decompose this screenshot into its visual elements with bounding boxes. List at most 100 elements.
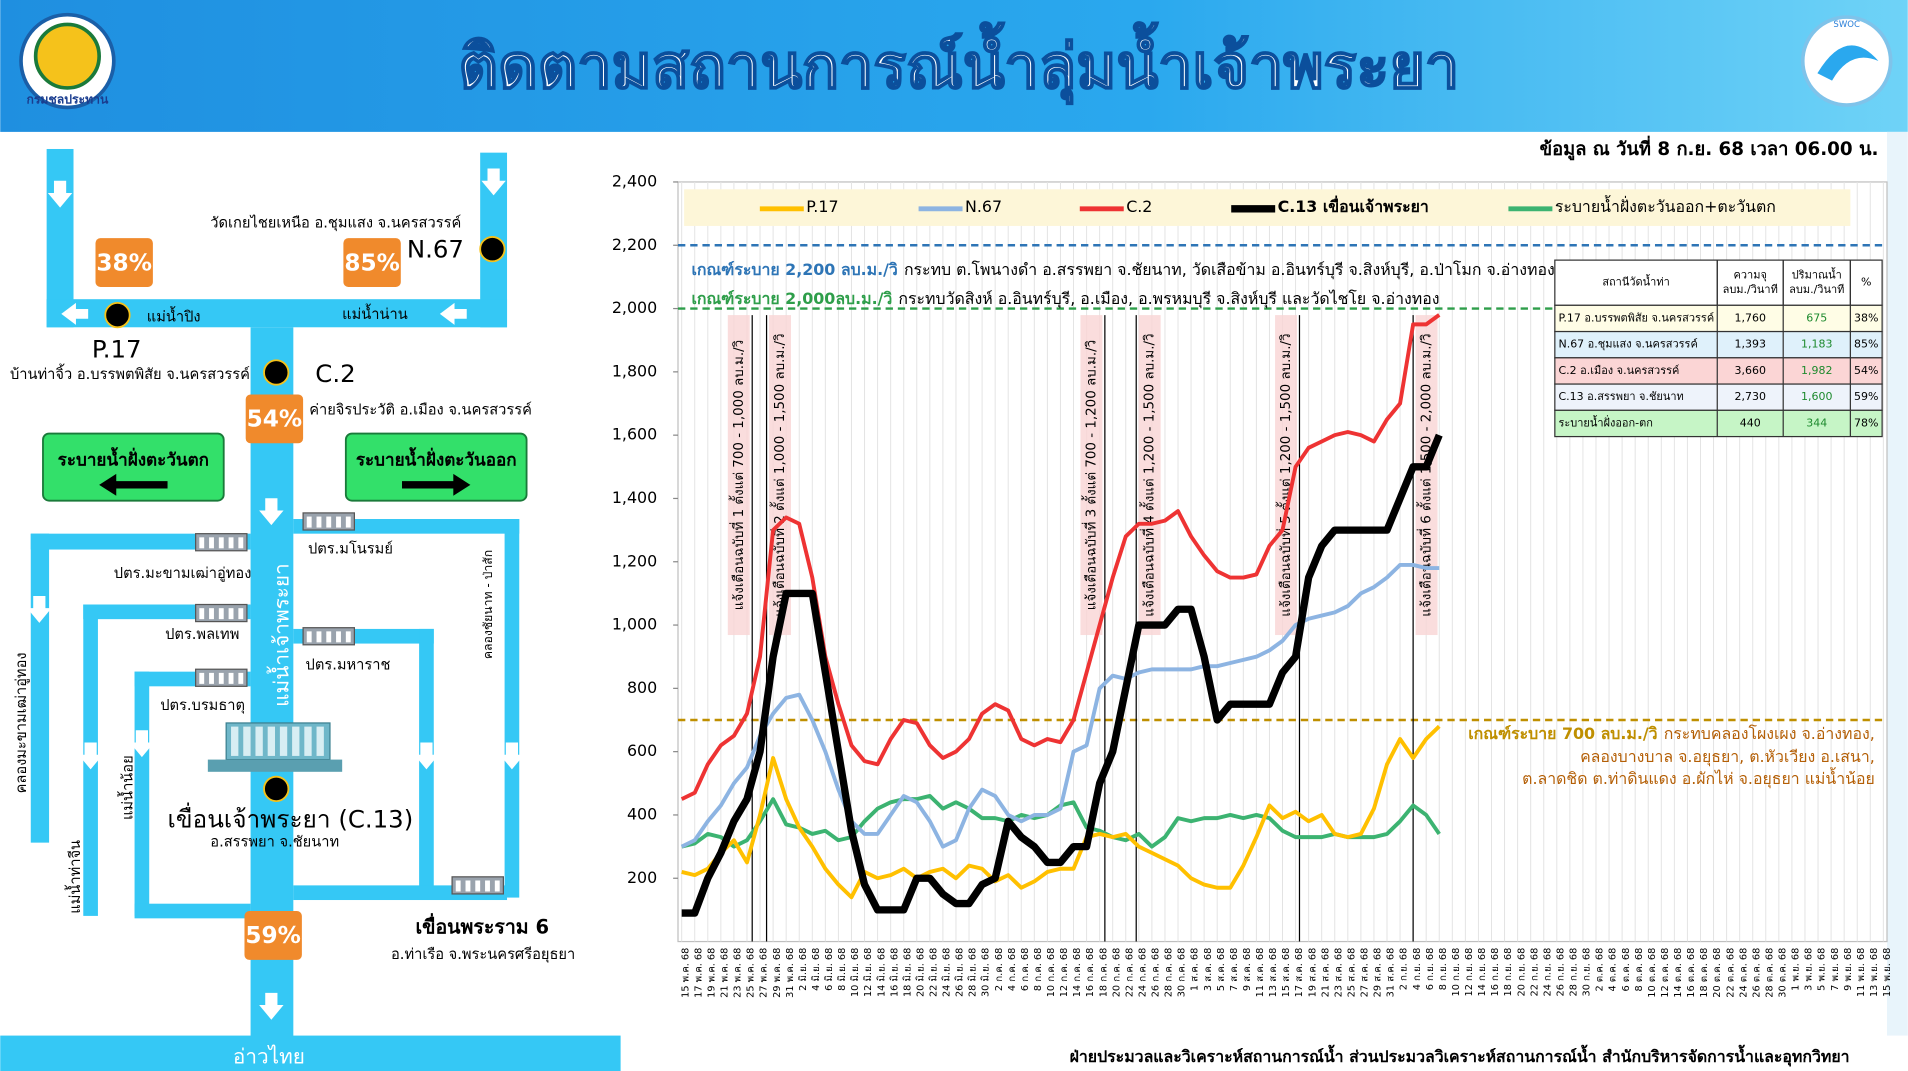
gate-slot bbox=[228, 537, 234, 549]
x-tick-label: 24 มิ.ย. 68 bbox=[942, 948, 953, 997]
warning-band bbox=[1415, 315, 1438, 636]
diagram-label: แม่น้ำน้อย bbox=[116, 755, 136, 820]
x-tick-label: 27 ส.ค. 68 bbox=[1360, 948, 1371, 998]
x-tick-label: 13 พ.ย. 68 bbox=[1869, 948, 1880, 997]
flow-arrow bbox=[78, 742, 103, 770]
flow-arrow bbox=[414, 742, 439, 770]
right-edge bbox=[1887, 131, 1908, 1036]
warning-label: แจ้งเตือนฉบับที่ 3 ตั้งแต่ 700 - 1,200 ล… bbox=[1080, 340, 1099, 610]
x-tick-label: 24 ก.ย. 68 bbox=[1542, 948, 1553, 997]
x-tick-label: 4 ต.ค. 68 bbox=[1608, 948, 1619, 992]
series-line bbox=[681, 724, 1441, 900]
table-header-cell: ลบม./วินาที bbox=[1723, 283, 1778, 296]
x-tick-label: 14 ก.ย. 68 bbox=[1477, 948, 1488, 997]
x-tick-label: 26 มิ.ย. 68 bbox=[955, 948, 966, 997]
x-tick-label: 23 พ.ค. 68 bbox=[733, 948, 744, 998]
x-tick-label: 4 ก.ค. 68 bbox=[1007, 948, 1018, 991]
x-tick-label: 28 ก.ย. 68 bbox=[1569, 948, 1580, 997]
x-tick-label: 11 พ.ย. 68 bbox=[1856, 948, 1867, 997]
x-tick-label: 13 ส.ค. 68 bbox=[1268, 948, 1279, 998]
reference-label: เกณฑ์ระบาย 700 ลบ.ม./วิ bbox=[1468, 723, 1657, 742]
y-tick-label: 1,800 bbox=[612, 361, 657, 380]
river-channel bbox=[134, 671, 150, 916]
x-tick-label: 4 มิ.ย. 68 bbox=[811, 948, 822, 991]
x-tick-label: 10 ก.ย. 68 bbox=[1451, 948, 1462, 997]
percent-badge bbox=[245, 394, 304, 444]
dam-gate bbox=[267, 726, 276, 756]
x-tick-label: 3 พ.ย. 68 bbox=[1804, 948, 1815, 991]
x-tick-label: 12 ก.ย. 68 bbox=[1464, 948, 1475, 997]
legend-label: P.17 bbox=[806, 197, 838, 216]
page-title: ติดตามสถานการณ์น้ำลุ่มน้ำเจ้าพระยา bbox=[458, 21, 1459, 104]
y-tick-label: 2,200 bbox=[612, 235, 657, 254]
diagram-label: P.17 bbox=[92, 334, 142, 363]
x-tick-label: 8 ก.ย. 68 bbox=[1438, 948, 1449, 991]
x-tick-label: 11 ส.ค. 68 bbox=[1255, 948, 1266, 998]
x-tick-label: 19 ส.ค. 68 bbox=[1307, 948, 1318, 998]
right-logo-wave bbox=[1817, 45, 1879, 81]
x-tick-label: 6 ต.ค. 68 bbox=[1621, 948, 1632, 992]
x-tick-label: 26 ก.ค. 68 bbox=[1151, 948, 1162, 998]
reference-note: กระทบวัดสิงห์ อ.อินทร์บุรี, อ.เมือง, อ.พ… bbox=[898, 289, 1439, 309]
warning-band bbox=[1138, 315, 1161, 636]
x-tick-label: 7 พ.ย. 68 bbox=[1830, 948, 1841, 991]
diagram-label: N.67 bbox=[407, 234, 464, 263]
station-dot bbox=[263, 359, 290, 386]
warning-band bbox=[1275, 315, 1298, 636]
x-tick-label: 22 มิ.ย. 68 bbox=[929, 948, 940, 997]
x-tick-label: 26 ต.ค. 68 bbox=[1751, 948, 1762, 998]
x-tick-label: 30 ก.ค. 68 bbox=[1177, 948, 1188, 998]
gate-slot bbox=[238, 672, 244, 684]
table-header-cell: ความจุ bbox=[1734, 268, 1767, 281]
gate-slot bbox=[494, 880, 500, 892]
x-tick-label: 8 ต.ค. 68 bbox=[1634, 948, 1645, 992]
diagram-label: แม่น้ำเจ้าพระยา bbox=[266, 563, 293, 707]
gate-slot bbox=[475, 880, 481, 892]
x-tick-label: 16 ก.ค. 68 bbox=[1085, 948, 1096, 998]
flow-arrow bbox=[481, 168, 506, 196]
river-channel bbox=[46, 148, 74, 328]
river-channel bbox=[30, 533, 50, 843]
reference-annotation: คลองบางบาล จ.อยุธยา, ต.หัวเวียง อ.เสนา, bbox=[1580, 747, 1875, 767]
station-dot bbox=[104, 301, 131, 329]
legend-label: N.67 bbox=[965, 197, 1002, 216]
x-tick-label: 30 ต.ค. 68 bbox=[1778, 948, 1789, 998]
flow-arrow bbox=[259, 992, 284, 1020]
x-tick-label: 20 มิ.ย. 68 bbox=[915, 948, 926, 997]
x-tick-label: 16 ต.ค. 68 bbox=[1686, 948, 1697, 998]
x-tick-label: 27 พ.ค. 68 bbox=[759, 948, 770, 998]
table-cell: 675 bbox=[1806, 311, 1827, 324]
dam-gate bbox=[279, 726, 288, 756]
x-tick-label: 6 มิ.ย. 68 bbox=[824, 948, 835, 991]
series-line bbox=[680, 313, 1441, 801]
gate-slot bbox=[306, 631, 312, 643]
x-tick-label: 16 ก.ย. 68 bbox=[1490, 948, 1501, 997]
y-tick-label: 1,400 bbox=[612, 488, 657, 507]
diagram-label: อ.ท่าเรือ จ.พระนครศรีอยุธยา bbox=[391, 946, 575, 963]
flow-arrow bbox=[439, 302, 467, 325]
table-cell: 344 bbox=[1806, 416, 1827, 429]
x-tick-label: 31 ส.ค. 68 bbox=[1386, 948, 1397, 998]
x-tick-label: 1 ส.ค. 68 bbox=[1190, 948, 1201, 991]
station-dot bbox=[263, 775, 290, 803]
x-tick-label: 25 พ.ค. 68 bbox=[746, 948, 757, 998]
warning-label: แจ้งเตือนฉบับที่ 1 ตั้งแต่ 700 - 1,000 ล… bbox=[728, 340, 747, 610]
dam-gate bbox=[243, 726, 251, 756]
table-cell: 2,730 bbox=[1735, 390, 1766, 403]
y-tick-label: 1,200 bbox=[612, 551, 657, 570]
x-tick-label: 2 ต.ค. 68 bbox=[1595, 948, 1606, 992]
x-tick-label: 10 ต.ค. 68 bbox=[1647, 948, 1658, 998]
river-channel bbox=[0, 1035, 621, 1071]
river-channel bbox=[504, 519, 520, 898]
x-tick-label: 20 ก.ค. 68 bbox=[1111, 948, 1122, 998]
release-box-label: ระบายน้ำฝั่งตะวันตก bbox=[58, 446, 209, 470]
gate-slot bbox=[209, 537, 214, 549]
gate-slot bbox=[218, 608, 224, 620]
gate-slot bbox=[336, 516, 341, 528]
table-cell: 85% bbox=[1854, 338, 1878, 351]
gate-slot bbox=[336, 631, 341, 643]
gate-slot bbox=[218, 537, 224, 549]
dam-gate bbox=[255, 726, 263, 756]
x-tick-label: 10 มิ.ย. 68 bbox=[850, 948, 861, 997]
